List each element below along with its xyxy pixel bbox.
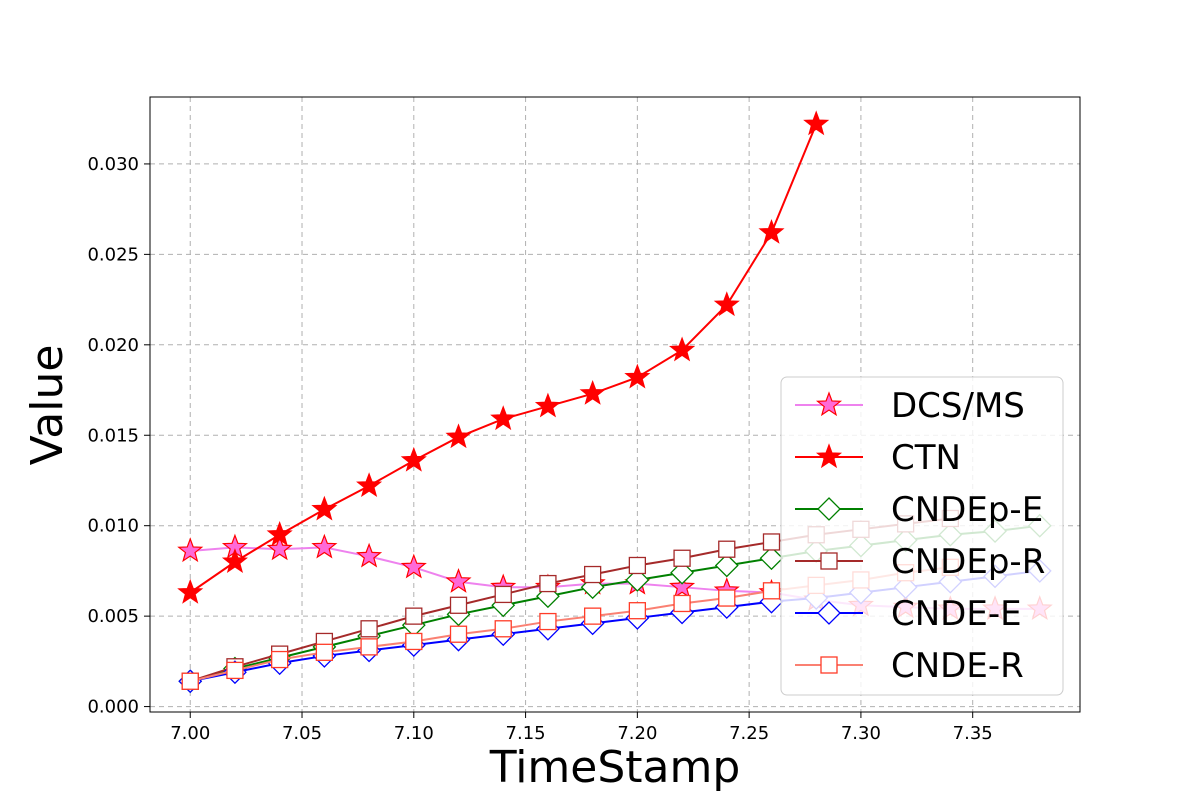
y-tick-label: 0.030: [87, 154, 139, 175]
dcs-ms-point: [311, 533, 338, 559]
cndep-r-point: [494, 585, 512, 604]
cnde-r-point: [226, 661, 244, 680]
cnde-r-point: [315, 643, 334, 661]
legend-entry-ctn: CTN: [795, 438, 961, 478]
ctn-point: [177, 578, 204, 604]
y-tick-label: 0.000: [87, 697, 139, 718]
x-axis-title: TimeStamp: [489, 742, 741, 793]
legend-label: DCS/MS: [891, 386, 1025, 426]
ctn-point: [669, 336, 696, 362]
ctn-point: [624, 363, 651, 389]
legend-label: CTN: [891, 438, 961, 478]
ctn-point: [758, 218, 785, 244]
cndep-r-point: [449, 596, 468, 614]
x-tick-label: 7.25: [729, 723, 769, 744]
legend: DCS/MS CTN CNDEp-E CNDEp-R CNDE-E CNDE-R: [780, 376, 1064, 696]
ctn-point: [445, 423, 472, 449]
cnde-r-point: [762, 582, 781, 600]
y-tick-label: 0.020: [87, 335, 139, 356]
legend-label: CNDE-E: [891, 594, 1022, 634]
cndep-r-point: [360, 620, 378, 638]
legend-marker: [817, 497, 841, 521]
ctn-point: [356, 472, 383, 497]
x-tick-label: 7.10: [394, 723, 434, 744]
dcs-ms-point: [669, 573, 696, 599]
legend-label: CNDEp-R: [891, 542, 1045, 582]
cndep-r-point: [539, 574, 557, 593]
x-tick-label: 7.30: [841, 723, 881, 744]
cndep-e-point: [625, 568, 650, 592]
x-tick-label: 7.15: [506, 723, 546, 744]
cndep-e-point: [759, 546, 784, 571]
cndep-e-point: [670, 560, 694, 585]
ctn-point: [490, 405, 517, 431]
legend-entry-cnde-e: CNDE-E: [795, 594, 1022, 634]
y-tick-label: 0.010: [87, 516, 139, 537]
ctn-point: [803, 110, 830, 136]
dcs-ms-point: [400, 553, 427, 579]
cnde-r-point: [405, 632, 423, 651]
cnde-r-point: [449, 625, 468, 643]
series-ctn: [177, 110, 830, 604]
dcs-ms-point: [177, 537, 204, 563]
legend-entry-cnde-r: CNDE-R: [795, 646, 1024, 686]
cnde-r-point: [360, 638, 378, 656]
ctn-point: [266, 521, 293, 546]
cndep-r-point: [762, 533, 781, 551]
x-tick-label: 7.20: [617, 723, 657, 744]
cnde-r-point: [181, 672, 199, 690]
legend-label: CNDEp-E: [891, 490, 1043, 530]
y-tick-label: 0.005: [87, 606, 139, 627]
legend-marker: [820, 656, 838, 674]
cndep-r-point: [718, 540, 736, 558]
legend-marker: [815, 443, 843, 469]
ctn-point: [534, 392, 561, 418]
cnde-r-point: [673, 594, 691, 613]
x-tick-label: 7.00: [170, 723, 210, 744]
cndep-r-point: [628, 556, 647, 575]
ctn-line: [189, 123, 818, 594]
y-axis-title: Value: [22, 345, 73, 466]
legend-entry-cndep-r: CNDEp-R: [795, 542, 1045, 582]
legend-label: CNDE-R: [891, 646, 1024, 686]
cndep-e-point: [714, 553, 739, 578]
cnde-r-point: [718, 589, 736, 607]
x-tick-label: 7.35: [953, 723, 993, 744]
ctn-point: [579, 379, 606, 405]
legend-entry-cndep-e: CNDEp-E: [795, 490, 1043, 530]
legend-marker: [820, 552, 838, 570]
cndep-r-point: [673, 549, 691, 567]
plot-frame: [149, 96, 1081, 713]
y-tick-label: 0.015: [87, 425, 139, 446]
ctn-point: [311, 495, 338, 521]
cnde-r-point: [628, 602, 647, 620]
cndep-r-point: [583, 565, 602, 584]
dcs-ms-point: [445, 568, 472, 593]
ctn-point: [713, 291, 740, 317]
legend-marker: [815, 391, 843, 417]
x-tick-label: 7.05: [282, 723, 322, 744]
dcs-ms-point: [266, 535, 293, 561]
cnde-r-point: [583, 607, 602, 625]
axes-ticks: 7.00 7.05 7.10 7.15 7.20 7.25 7.30 7.35 0.000 0.0…: [87, 154, 992, 744]
y-tick-label: 0.025: [87, 244, 139, 265]
cndep-r-point: [405, 607, 423, 625]
cnde-r-point: [494, 620, 512, 638]
ctn-point: [221, 548, 248, 573]
cnde-r-point: [271, 650, 289, 669]
dcs-ms-point: [356, 542, 383, 568]
ctn-point: [400, 446, 427, 472]
legend-entry-dcs-ms: DCS/MS: [795, 386, 1025, 426]
cnde-r-point: [539, 612, 557, 631]
legend-marker: [817, 601, 841, 625]
